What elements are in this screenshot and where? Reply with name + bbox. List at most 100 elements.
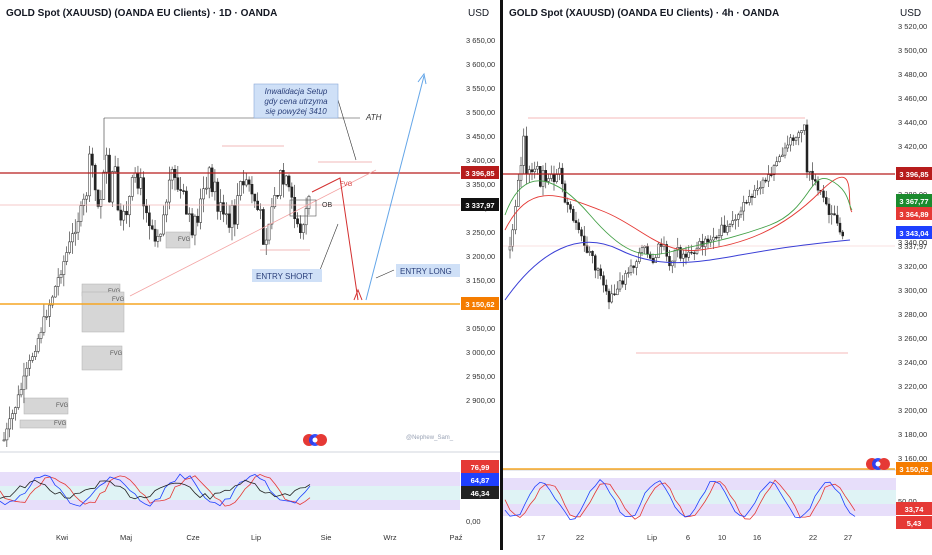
left-price-badge[interactable]: [461, 198, 499, 211]
left-price-badge[interactable]: [461, 166, 499, 179]
entry-short-label: ENTRY SHORT: [256, 272, 313, 281]
ath-label: ATH: [365, 113, 382, 122]
left-candle-body: [73, 231, 77, 234]
right-candle-body: [561, 167, 564, 185]
pane-divider[interactable]: [500, 0, 503, 550]
right-y-tick-label: 3 440,00: [898, 118, 927, 127]
fvg-zone: [23, 397, 69, 415]
right-candle-body: [629, 265, 633, 273]
left-candle-body: [36, 338, 40, 352]
left-x-tick-label: Kwi: [56, 533, 68, 542]
left-candle-body: [130, 177, 134, 197]
left-osc-badge[interactable]: [461, 460, 499, 473]
right-osc-badge[interactable]: [896, 516, 932, 529]
right-price-badge[interactable]: [896, 207, 932, 220]
left-candle-body: [148, 212, 151, 226]
left-candle-body: [270, 206, 274, 225]
right-candle-body: [756, 188, 759, 191]
left-candle-body: [34, 351, 37, 357]
right-candle-body: [786, 144, 789, 149]
right-candle-body: [693, 252, 696, 255]
right-candle-body: [805, 124, 809, 173]
left-y-tick-label: 3 250,00: [466, 228, 495, 237]
right-candle-body: [522, 135, 525, 166]
left-candle-body: [22, 375, 26, 390]
right-osc-tick-label: 50,00: [898, 497, 917, 506]
left-candle-body: [236, 195, 240, 225]
right-osc-line: [504, 479, 856, 520]
right-osc-band-upper: [503, 478, 896, 490]
right-candle-body: [673, 249, 677, 262]
left-candle-body: [108, 154, 111, 203]
left-candle-body: [93, 165, 97, 191]
left-price-badge[interactable]: [461, 297, 499, 310]
fvg-label: FVG: [340, 182, 353, 188]
right-candle-body: [841, 231, 844, 237]
left-candle-body: [290, 186, 294, 198]
left-event-flags-icon[interactable]: [303, 434, 327, 446]
right-price-badge[interactable]: [896, 167, 932, 180]
right-candle-body: [836, 214, 839, 224]
right-candle-body: [594, 255, 597, 271]
right-candle-body: [569, 204, 572, 210]
left-candle-body: [301, 224, 305, 233]
right-candle-body: [739, 210, 743, 216]
right-currency-label[interactable]: USD: [900, 8, 921, 19]
right-price-badge[interactable]: [896, 462, 932, 475]
right-candle-body: [665, 244, 668, 257]
fvg-zone: [19, 419, 67, 429]
right-event-flags-icon[interactable]: [866, 458, 890, 470]
right-candle-body: [825, 197, 828, 205]
right-candle-body: [596, 268, 600, 271]
fvg-label: FVG: [110, 351, 123, 357]
right-candle-body: [660, 243, 663, 247]
left-candle-body: [287, 175, 291, 188]
left-candle-body: [25, 367, 29, 377]
left-osc-badge[interactable]: [461, 486, 499, 499]
left-y-tick-label: 3 400,00: [466, 156, 495, 165]
left-candle-body: [190, 213, 194, 236]
left-candle-body: [239, 181, 242, 196]
left-candle-body: [267, 223, 271, 241]
left-candle-body: [170, 168, 174, 181]
right-candle-body: [704, 238, 707, 248]
left-x-tick-label: Lip: [251, 533, 261, 542]
left-osc-badge[interactable]: [461, 473, 499, 486]
left-candle-body: [165, 201, 168, 216]
left-candle-body: [102, 171, 106, 200]
left-candle-body: [19, 389, 23, 396]
fvg-zone: [81, 345, 123, 371]
left-candle-body: [79, 205, 83, 222]
left-candle-body: [199, 198, 203, 223]
left-currency-label[interactable]: USD: [468, 8, 489, 19]
right-candle-body: [814, 179, 817, 182]
invalidation-note-box: [253, 83, 339, 119]
right-candle-body: [709, 239, 712, 243]
right-candle-body: [541, 170, 545, 187]
right-candle-body: [789, 137, 792, 146]
author-watermark: @Nephew_Sam_: [406, 435, 454, 441]
right-candle-body: [761, 179, 765, 188]
right-candle-body: [770, 174, 773, 176]
left-chart-title: GOLD Spot (XAUUSD) (OANDA EU Clients) · …: [6, 8, 277, 19]
left-y-tick-label: 3 600,00: [466, 60, 495, 69]
left-osc-badge-label: 76,99: [471, 463, 490, 472]
left-candle-body: [99, 199, 103, 207]
right-osc-badge[interactable]: [896, 502, 932, 515]
left-candle-body: [299, 223, 302, 233]
left-candle-body: [16, 394, 20, 408]
right-candle-body: [684, 253, 688, 258]
right-candle-body: [643, 245, 646, 249]
right-price-badge[interactable]: [896, 226, 932, 239]
right-x-tick-label: 10: [718, 533, 726, 542]
right-x-tick-label: Lip: [647, 533, 657, 542]
left-candle-body: [5, 428, 9, 441]
right-price-badge[interactable]: [896, 194, 932, 207]
left-y-tick-label: 3 550,00: [466, 84, 495, 93]
left-candle-body: [196, 215, 200, 223]
right-y-tick-label: 3 220,00: [898, 382, 927, 391]
right-candle-body: [616, 288, 619, 296]
left-candle-body: [59, 274, 63, 278]
